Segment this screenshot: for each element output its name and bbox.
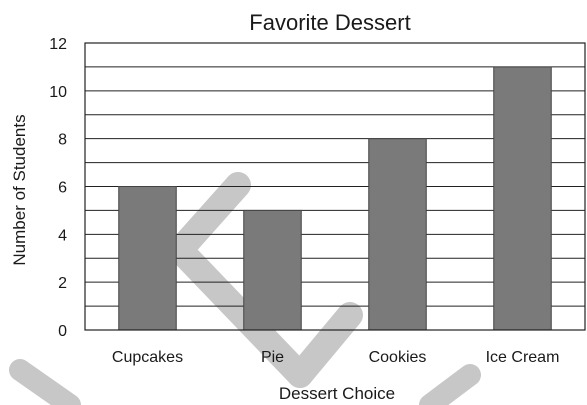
chart-title: Favorite Dessert (249, 10, 410, 35)
bar-ice-cream (493, 66, 552, 331)
bar-pie (243, 209, 302, 331)
watermark-check (9, 172, 481, 405)
x-tick-label: Cookies (369, 349, 427, 366)
x-tick-label: Pie (261, 349, 284, 366)
y-tick-labels: 0 2 4 6 8 10 12 (49, 36, 67, 340)
x-tick-label: Cupcakes (112, 349, 183, 366)
y-tick-label: 4 (58, 227, 67, 244)
bars (118, 66, 552, 331)
y-tick-label: 12 (49, 36, 67, 53)
x-tick-label: Ice Cream (486, 349, 560, 366)
x-axis-label: Dessert Choice (279, 384, 395, 403)
y-tick-label: 8 (58, 132, 67, 149)
y-tick-label: 0 (58, 323, 67, 340)
y-axis-label: Number of Students (10, 114, 29, 265)
bar-cookies (368, 138, 427, 331)
plot-frame (84, 42, 586, 331)
y-tick-label: 2 (58, 275, 67, 292)
y-tick-label: 10 (49, 84, 67, 101)
bar-cupcakes (118, 186, 177, 331)
x-tick-labels: Cupcakes Pie Cookies Ice Cream (112, 349, 559, 366)
y-tick-label: 6 (58, 180, 67, 197)
